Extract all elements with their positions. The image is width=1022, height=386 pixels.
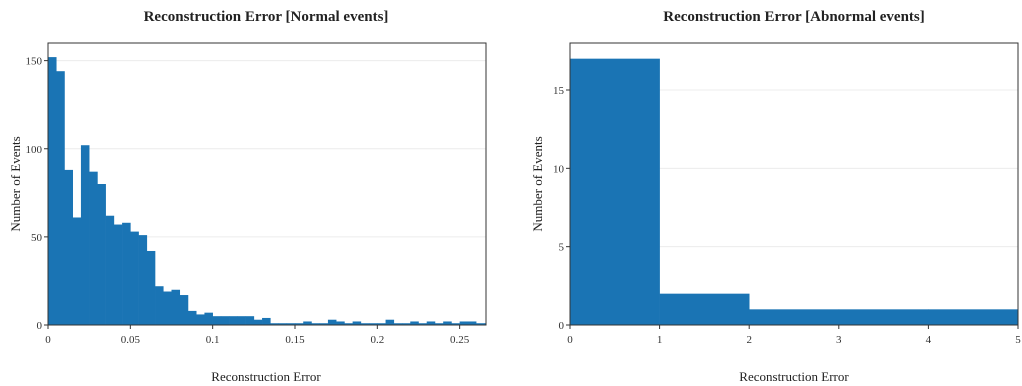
histogram-bar — [146, 250, 156, 325]
histogram-bar — [294, 323, 304, 325]
histogram-bar — [105, 215, 115, 325]
x-tick-label: 0.05 — [121, 334, 141, 346]
histogram-bar — [467, 321, 477, 325]
histogram-bar — [402, 323, 411, 325]
histogram-bar — [319, 323, 329, 325]
histogram-bar — [385, 319, 395, 325]
x-tick-label: 0.25 — [450, 334, 470, 346]
y-axis-label: Number of Events — [8, 136, 23, 231]
histogram-bar — [286, 323, 296, 325]
histogram-bar — [220, 316, 230, 325]
x-tick-label: 3 — [836, 334, 842, 346]
histogram-bar — [245, 316, 255, 325]
y-tick-label: 100 — [26, 144, 43, 156]
histogram-bar — [928, 309, 1019, 325]
histogram-bar — [155, 286, 164, 325]
histogram-bar — [122, 222, 131, 325]
histogram-bar — [749, 309, 840, 325]
histogram-bar — [352, 321, 362, 325]
histogram-bar — [253, 319, 263, 325]
histogram-bar — [303, 321, 312, 325]
normal-events-chart: Reconstruction Error [Normal events] 0 0.… — [8, 9, 487, 384]
x-tick-label: 2 — [746, 334, 752, 346]
histogram-bar — [659, 293, 750, 325]
histogram-bar — [130, 231, 139, 325]
histogram-bar — [426, 321, 436, 325]
histogram-bar — [187, 310, 197, 325]
x-tick-label: 0.15 — [285, 334, 305, 346]
histogram-bar — [204, 312, 213, 325]
histogram-bar — [237, 316, 246, 325]
histogram-bar — [443, 321, 452, 325]
x-axis-label: Reconstruction Error — [211, 369, 321, 384]
histogram-bar — [64, 169, 73, 325]
y-axis-label: Number of Events — [530, 136, 545, 231]
histogram-bar — [212, 316, 222, 325]
x-tick-label: 5 — [1015, 334, 1021, 346]
histogram-bar — [138, 235, 148, 325]
plot-frame — [569, 42, 1019, 326]
histogram-bar — [229, 316, 238, 325]
histogram-bar — [344, 323, 353, 325]
histogram-bar — [570, 58, 660, 326]
abnormal-events-chart: Reconstruction Error [Abnormal events] 0… — [530, 9, 1021, 384]
y-tick-label: 10 — [553, 163, 565, 175]
y-tick-label: 0 — [559, 320, 565, 332]
x-axis-label: Reconstruction Error — [739, 369, 849, 384]
chart-title: Reconstruction Error [Abnormal events] — [663, 9, 925, 25]
x-tick-label: 0.2 — [370, 334, 384, 346]
x-tick-label: 0 — [45, 334, 51, 346]
x-tick-label: 0.1 — [206, 334, 220, 346]
x-tick-label: 1 — [657, 334, 663, 346]
histogram-bar — [484, 323, 487, 325]
histogram-bar — [377, 323, 386, 325]
histogram-bar — [327, 319, 337, 325]
histogram-bar — [410, 321, 419, 325]
y-tick-label: 5 — [559, 242, 565, 254]
histogram-bar — [838, 309, 929, 325]
histogram-bar — [476, 323, 485, 325]
histogram-bar — [80, 145, 90, 325]
histogram-bar — [72, 217, 82, 325]
histogram-bar — [434, 323, 444, 325]
histogram-bar — [278, 323, 288, 325]
x-tick-label: 4 — [926, 334, 932, 346]
y-tick-label: 150 — [26, 56, 43, 68]
histogram-bar — [48, 57, 57, 325]
histogram-bar — [163, 291, 172, 325]
histogram-bar — [311, 323, 320, 325]
chart-title: Reconstruction Error [Normal events] — [144, 9, 389, 25]
histogram-bar — [418, 323, 428, 325]
histogram-bar — [393, 323, 403, 325]
histogram-bar — [97, 184, 106, 325]
y-tick-label: 50 — [31, 232, 43, 244]
histogram-bar — [360, 323, 370, 325]
y-tick-label: 0 — [37, 320, 43, 332]
histogram-bar — [262, 317, 271, 325]
histogram-bar — [270, 323, 279, 325]
histogram-bar — [171, 289, 181, 325]
histogram-bar — [89, 171, 98, 325]
histogram-bar — [336, 321, 345, 325]
histogram-bar — [56, 71, 65, 325]
histogram-bar — [179, 295, 189, 325]
histogram-bar — [369, 323, 378, 325]
y-tick-label: 15 — [553, 85, 565, 97]
histogram-bar — [196, 314, 205, 325]
plot-frame — [47, 42, 487, 326]
histogram-bar — [113, 224, 123, 325]
histogram-bar — [451, 323, 460, 325]
x-tick-label: 0 — [567, 334, 573, 346]
histogram-bar — [459, 321, 469, 325]
